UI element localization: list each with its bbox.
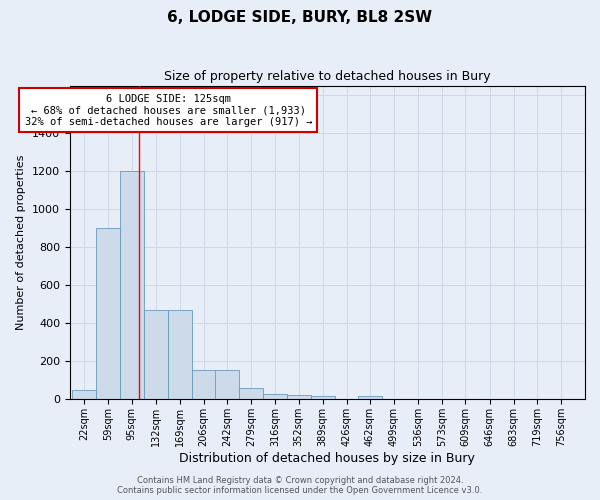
Bar: [72, 390, 96, 400]
X-axis label: Distribution of detached houses by size in Bury: Distribution of detached houses by size …: [179, 452, 475, 465]
Bar: [311, 396, 335, 400]
Bar: [263, 394, 287, 400]
Bar: [167, 310, 192, 400]
Bar: [192, 370, 216, 400]
Bar: [215, 370, 239, 400]
Text: 6, LODGE SIDE, BURY, BL8 2SW: 6, LODGE SIDE, BURY, BL8 2SW: [167, 10, 433, 25]
Title: Size of property relative to detached houses in Bury: Size of property relative to detached ho…: [164, 70, 491, 83]
Bar: [119, 171, 143, 400]
Text: Contains HM Land Registry data © Crown copyright and database right 2024.
Contai: Contains HM Land Registry data © Crown c…: [118, 476, 482, 495]
Bar: [143, 310, 167, 400]
Bar: [287, 394, 311, 400]
Bar: [358, 396, 382, 400]
Bar: [239, 388, 263, 400]
Bar: [96, 228, 120, 400]
Text: 6 LODGE SIDE: 125sqm
← 68% of detached houses are smaller (1,933)
32% of semi-de: 6 LODGE SIDE: 125sqm ← 68% of detached h…: [25, 94, 312, 127]
Y-axis label: Number of detached properties: Number of detached properties: [16, 155, 26, 330]
